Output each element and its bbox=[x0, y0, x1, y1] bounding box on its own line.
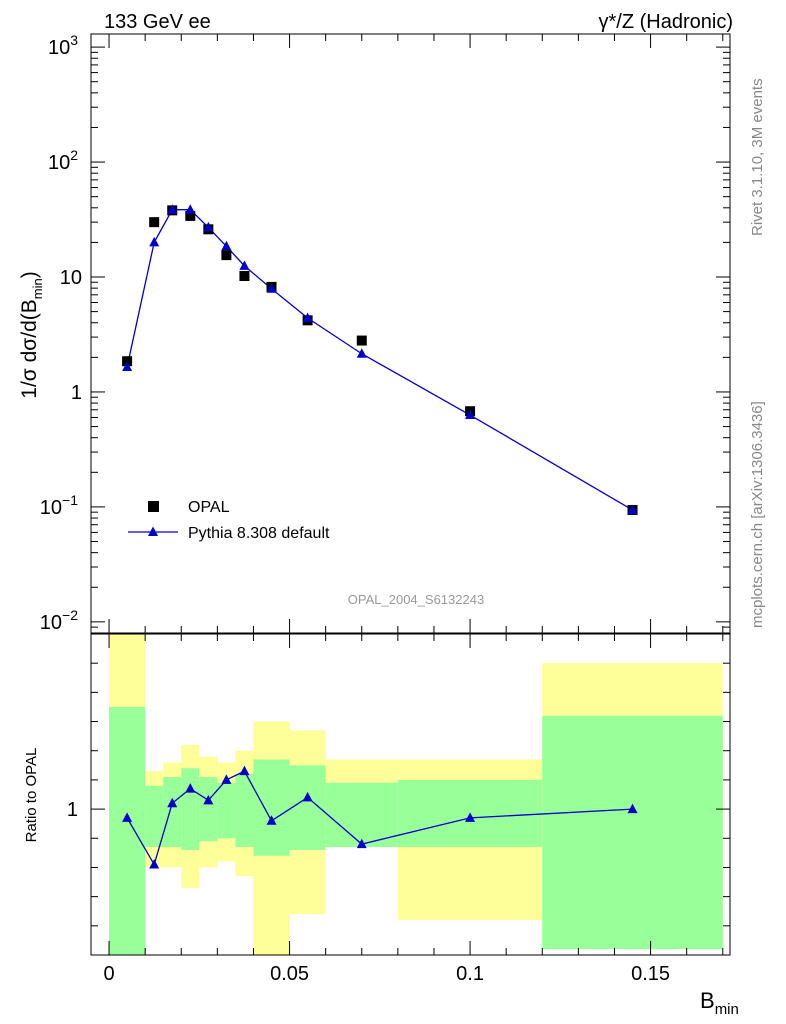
mc-point bbox=[122, 361, 133, 371]
header-left: 133 GeV ee bbox=[104, 11, 211, 33]
ratio-point bbox=[149, 859, 160, 869]
opal-point bbox=[239, 271, 250, 282]
x-axis-label: Bmin bbox=[700, 988, 739, 1018]
main-plot-area bbox=[122, 204, 638, 515]
ratio-plot-area bbox=[122, 765, 638, 869]
ratio-point bbox=[185, 783, 196, 793]
opal-point bbox=[356, 335, 367, 346]
mc-point bbox=[185, 204, 196, 214]
watermark: OPAL_2004_S6132243 bbox=[348, 592, 484, 607]
mc-point bbox=[167, 204, 178, 214]
opal-point bbox=[149, 217, 160, 228]
band-inner-9 bbox=[325, 782, 398, 848]
ratio-uncertainty-bands bbox=[109, 634, 723, 955]
band-inner-2 bbox=[163, 776, 182, 848]
legend-opal-marker bbox=[148, 501, 159, 512]
mc-point bbox=[203, 221, 214, 232]
band-inner-3 bbox=[181, 768, 200, 850]
axes: 10−2 10−1 1 10 102 103 0 0.05 0.1 0.15 1 bbox=[40, 32, 730, 985]
x-tick-label: 0.15 bbox=[631, 963, 670, 985]
y-tick-label: 1 bbox=[71, 382, 82, 404]
band-inner-4 bbox=[199, 776, 218, 842]
ratio-y-axis-label: Ratio to OPAL bbox=[23, 748, 40, 843]
ratio-point bbox=[627, 803, 638, 814]
band-inner-11 bbox=[542, 715, 723, 950]
ratio-point bbox=[122, 812, 133, 822]
band-inner-0 bbox=[109, 706, 146, 955]
mc-point bbox=[627, 504, 638, 514]
x-tick-label: 0.05 bbox=[270, 963, 309, 985]
y-tick-label: 10−2 bbox=[40, 607, 78, 634]
band-inner-5 bbox=[217, 782, 236, 839]
ratio-point bbox=[221, 774, 232, 784]
main-y-axis-label: 1/σ dσ/d(Bmin) bbox=[18, 271, 45, 398]
ratio-point bbox=[167, 797, 178, 808]
mc-point bbox=[465, 409, 476, 420]
mc-point bbox=[302, 312, 313, 322]
opal-point bbox=[185, 210, 196, 221]
opal-point bbox=[122, 356, 133, 367]
x-tick-label: 0 bbox=[103, 963, 114, 985]
opal-point bbox=[221, 250, 232, 261]
ratio-line bbox=[126, 770, 633, 867]
main-frame bbox=[90, 33, 731, 634]
mcplots-note: mcplots.cern.ch [arXiv:1306.3436] bbox=[749, 401, 766, 628]
x-tick-label: 0.1 bbox=[456, 963, 484, 985]
y-tick-label: 102 bbox=[48, 147, 78, 174]
mc-point bbox=[239, 260, 250, 270]
legend-mc-label: Pythia 8.308 default bbox=[188, 525, 330, 542]
y-tick-label: 103 bbox=[48, 32, 78, 59]
mc-line bbox=[126, 209, 633, 511]
ratio-point bbox=[465, 812, 476, 822]
mc-point bbox=[266, 283, 277, 293]
band-inner-7 bbox=[253, 759, 290, 856]
legend-opal-label: OPAL bbox=[188, 499, 230, 516]
header-right: γ*/Z (Hadronic) bbox=[599, 11, 733, 33]
y-tick-label: 10−1 bbox=[40, 492, 78, 519]
ratio-point bbox=[302, 791, 313, 802]
band-inner-1 bbox=[145, 785, 164, 848]
ratio-point bbox=[239, 765, 250, 776]
legend-mc-marker bbox=[148, 526, 158, 536]
rivet-note: Rivet 3.1.10, 3M events bbox=[749, 78, 766, 236]
mc-point bbox=[149, 236, 160, 247]
ratio-frame bbox=[90, 633, 731, 956]
y-tick-label: 10 bbox=[60, 267, 82, 289]
mc-point bbox=[221, 240, 232, 251]
ratio-point bbox=[266, 815, 277, 825]
ratio-point bbox=[203, 794, 214, 805]
legend: OPAL Pythia 8.308 default bbox=[128, 499, 330, 542]
mc-point bbox=[356, 348, 367, 358]
ratio-point bbox=[356, 838, 367, 849]
band-inner-6 bbox=[235, 774, 254, 848]
ratio-y-tick-label: 1 bbox=[67, 799, 78, 821]
